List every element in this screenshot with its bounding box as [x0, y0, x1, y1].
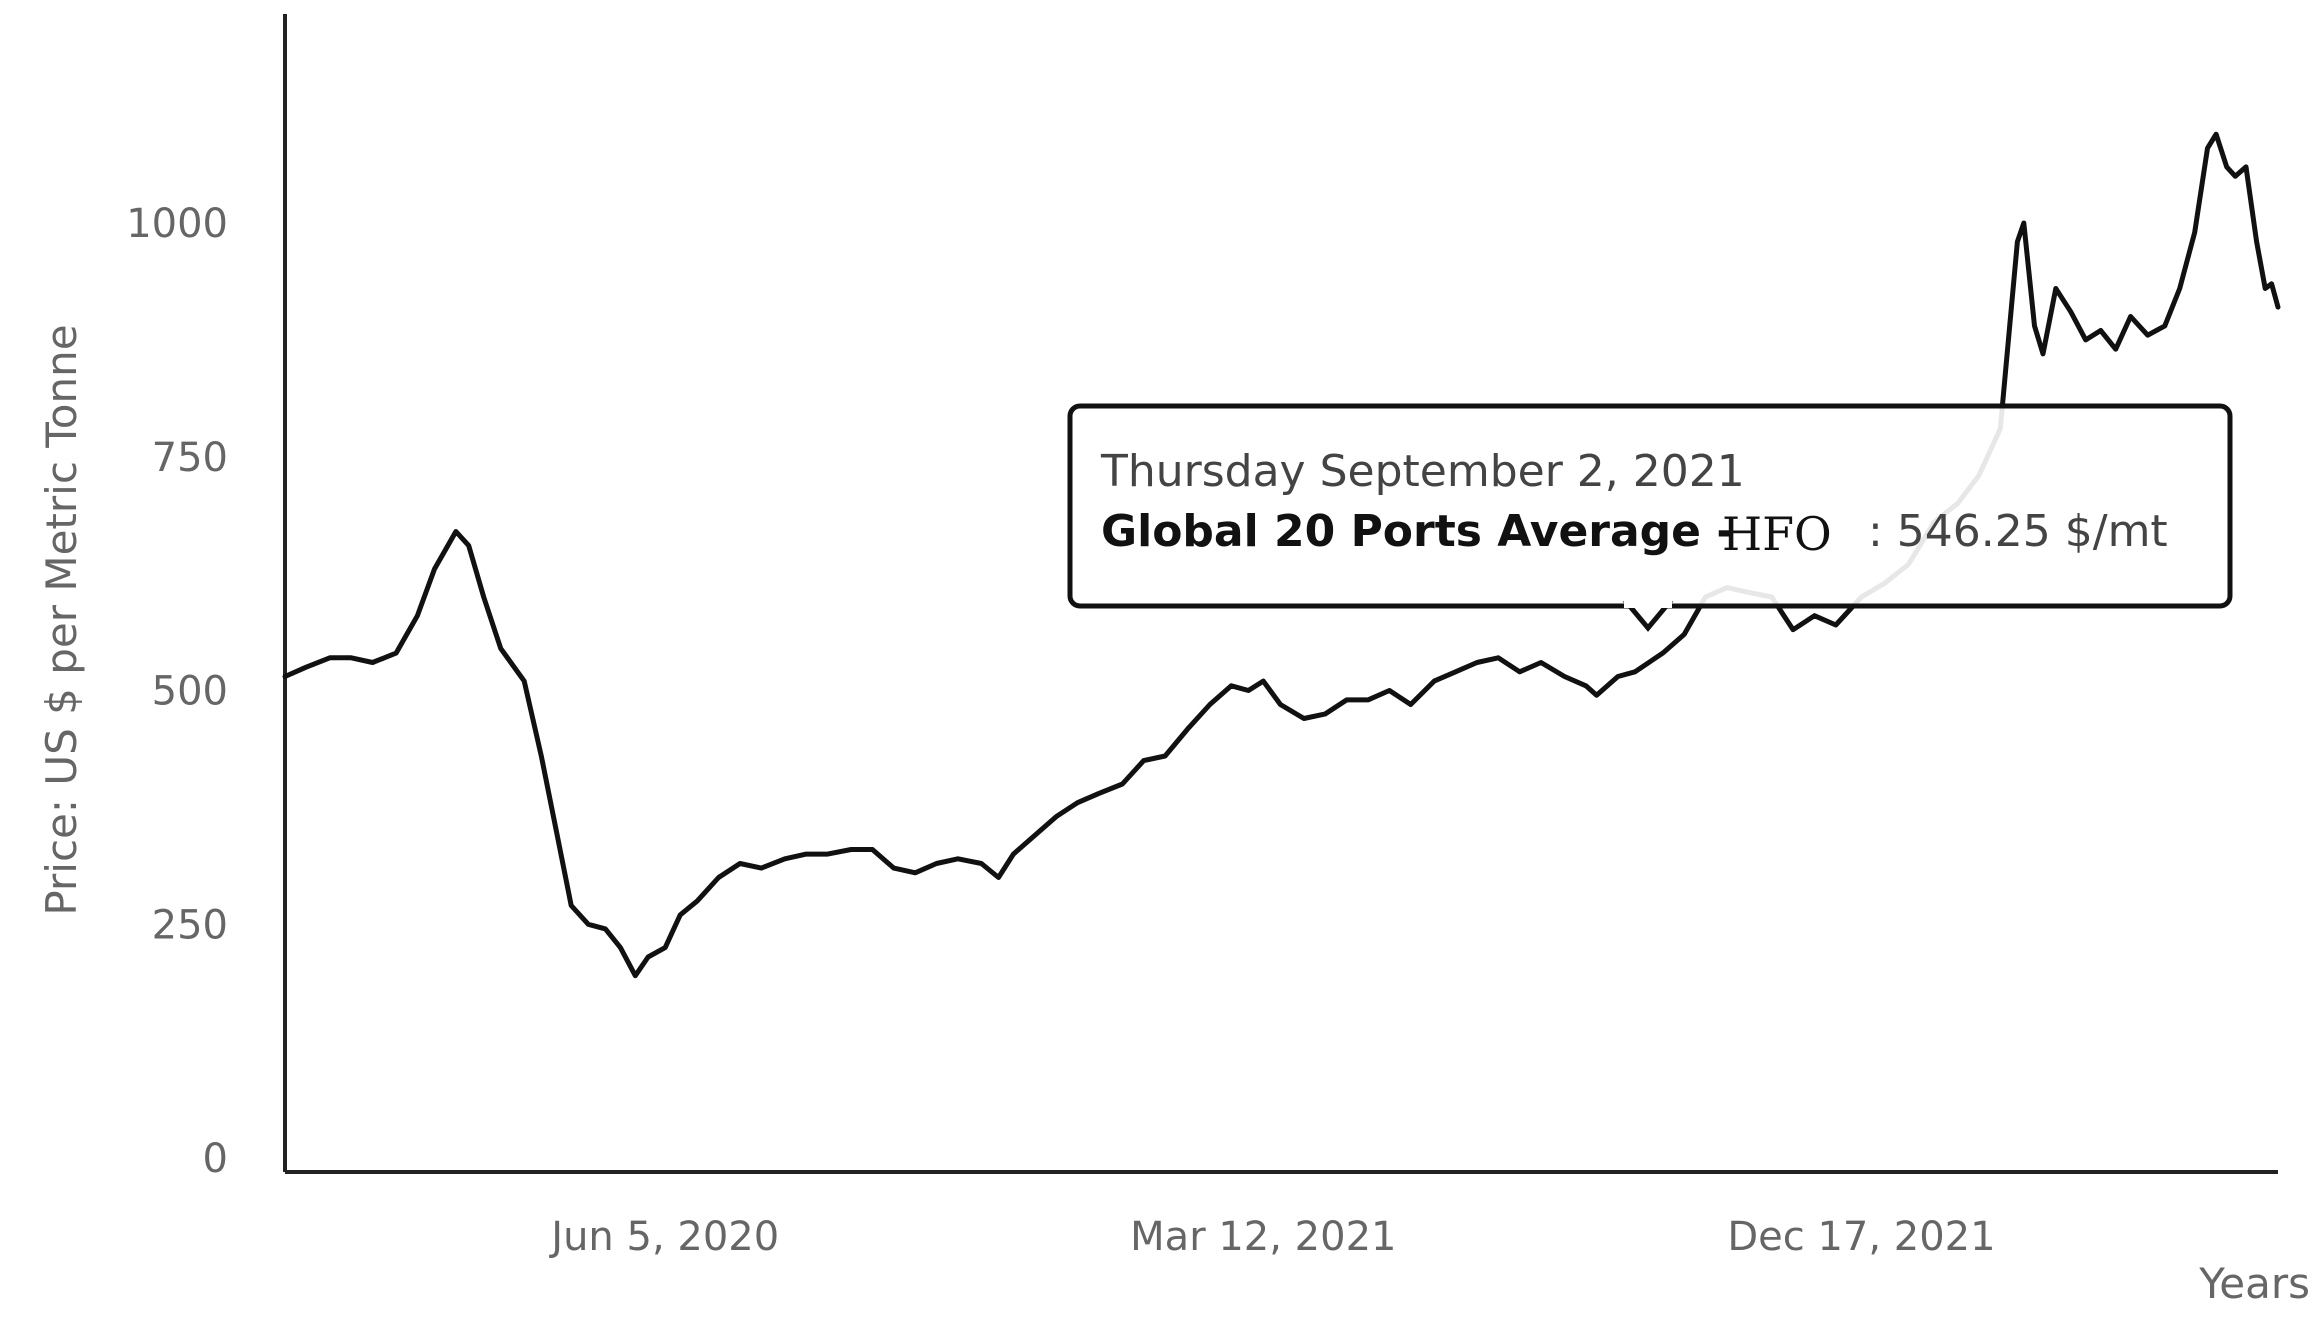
- series-line-hfo-price: [282, 131, 2281, 979]
- x-axis-title: Years: [2198, 1259, 2310, 1308]
- tooltip-pointer-mask: [1624, 598, 1672, 608]
- tooltip-value: : 546.25 $/mt: [1868, 506, 2168, 557]
- y-tick-labels: 0 250 500 750 1000: [126, 201, 228, 1182]
- y-axis-title: Price: US $ per Metric Tonne: [37, 324, 86, 915]
- y-tick-label: 250: [152, 902, 228, 948]
- x-tick-labels: Jun 5, 2020 Mar 12, 2021 Dec 17, 2021: [548, 1214, 1995, 1260]
- x-tick-label: Jun 5, 2020: [548, 1214, 779, 1260]
- y-tick-label: 750: [152, 435, 228, 481]
- tooltip-date: Thursday September 2, 2021: [1100, 446, 1745, 497]
- x-tick-label: Dec 17, 2021: [1727, 1214, 1995, 1260]
- x-tick-label: Mar 12, 2021: [1130, 1214, 1396, 1260]
- tooltip: Thursday September 2, 2021 Global 20 Por…: [1067, 403, 2233, 632]
- y-tick-label: 0: [203, 1136, 228, 1182]
- tooltip-fuel-type: HFO: [1722, 507, 1832, 561]
- tooltip-series-name: Global 20 Ports Average -: [1101, 506, 1735, 557]
- y-tick-label: 1000: [126, 201, 228, 247]
- y-tick-label: 500: [152, 669, 228, 715]
